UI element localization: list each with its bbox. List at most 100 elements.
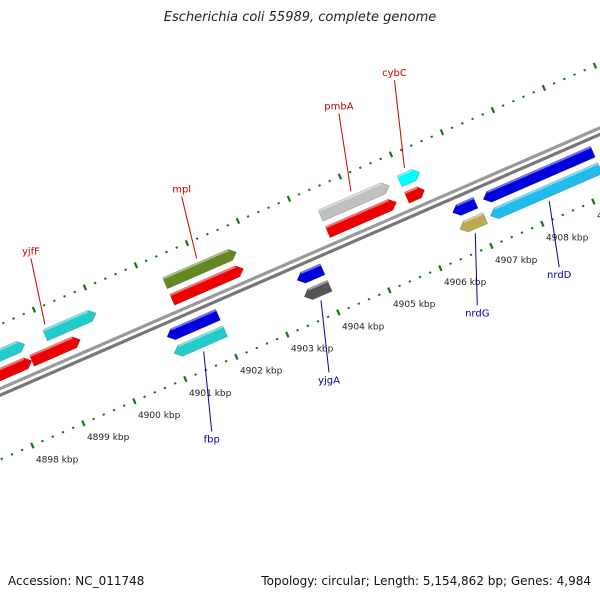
scale-tick [420, 139, 423, 143]
scale-tick [408, 280, 412, 283]
gene-block-mpl [169, 265, 244, 306]
gene-block-nrdG [452, 196, 479, 216]
scale-tick [358, 166, 362, 170]
backbone-layer [0, 126, 600, 398]
scale-tick [460, 122, 464, 125]
scale-tick [459, 257, 463, 261]
scale-label: 4909 kbp [597, 211, 600, 221]
scale-tick [255, 346, 259, 350]
scale-tick [92, 417, 95, 421]
gene-label-cybC: cybC [382, 68, 407, 79]
scale-tick [541, 84, 547, 92]
scale-tick [500, 240, 503, 243]
gene-leader-nrdG [474, 233, 478, 306]
scale-tick [256, 210, 260, 214]
gene-label-fbp: fbp [204, 434, 220, 445]
scale-tick [41, 439, 44, 443]
gene-block-cybC [403, 186, 425, 204]
scale-tick [234, 353, 239, 361]
scale-tick [387, 287, 392, 294]
backbone-line [0, 126, 600, 391]
scale-tick [51, 435, 55, 439]
scale-tick [42, 303, 46, 307]
scale-tick [71, 426, 75, 430]
scale-tick [154, 255, 158, 258]
scale-tick [388, 151, 394, 158]
scale-tick [216, 228, 219, 232]
scale-tick [124, 268, 128, 272]
scale-tick [20, 448, 24, 452]
map-title: Escherichia coli 55989, complete genome [163, 10, 437, 25]
scale-tick [195, 237, 199, 241]
scale-tick [520, 231, 524, 235]
scale-tick [336, 309, 341, 316]
scale-tick [369, 161, 372, 165]
scale-tick [63, 294, 66, 298]
scale-tick [286, 195, 292, 202]
gene-block-fbp [166, 308, 221, 341]
gene-leader-fbp [203, 351, 213, 432]
feature-block-highlight [0, 341, 18, 351]
gene-block-yjgA-highlight [300, 263, 321, 274]
scale-label: 4904 kbp [342, 322, 385, 332]
scale-tick [103, 277, 107, 280]
scale-tick [183, 375, 188, 383]
scale-tick [245, 351, 248, 354]
scale-tick [10, 453, 14, 456]
scale-tick [132, 397, 137, 405]
scale-tick [224, 359, 228, 363]
scale-tick [297, 192, 301, 196]
scale-tick [399, 148, 403, 152]
scale-label: 4900 kbp [138, 411, 181, 421]
scale-tick [153, 390, 157, 394]
gene-layer [0, 145, 596, 382]
gene-block-pmbA-highlight [325, 199, 389, 229]
scale-tick [277, 201, 281, 205]
scale-label: 4903 kbp [291, 344, 334, 354]
scale-tick [532, 90, 536, 94]
feature-block [0, 340, 26, 362]
scale-tick [30, 442, 35, 449]
scale-tick [122, 404, 126, 407]
gene-block-mpl-highlight [169, 265, 236, 297]
scale-tick [347, 306, 350, 310]
scale-tick [226, 224, 230, 227]
scale-tick [511, 99, 515, 103]
scale-tick [561, 213, 565, 217]
feature-block [490, 162, 600, 220]
scale-tick [591, 198, 596, 205]
gene-leader-yjgA [320, 300, 330, 373]
feature-block-highlight [307, 280, 329, 291]
gene-leader-cybC [393, 80, 405, 169]
gene-block-pmbA [324, 198, 397, 238]
scale-tick [377, 293, 381, 297]
feature-block-highlight [42, 310, 89, 332]
feature-block-highlight [318, 182, 382, 212]
scale-layer: 4898 kbp 4899 kbp 4900 kbp 4901 kbp 4902 kbp… [0, 62, 600, 465]
gene-block-fbp-highlight [170, 309, 217, 331]
feature-block [42, 309, 97, 342]
label-layer: ytfTyjfFmplpmbAcybCfbpyjgAnrdGnrdD [22, 68, 572, 445]
scale-tick [306, 324, 310, 328]
gene-block-nrdG-highlight [456, 197, 474, 207]
scale-tick [449, 262, 452, 266]
scale-tick [471, 117, 474, 121]
scale-tick [205, 232, 209, 236]
scale-tick [469, 253, 473, 257]
scale-tick [163, 386, 167, 390]
genome-summary-text: Topology: circular; Length: 5,154,862 bp… [261, 574, 591, 588]
feature-block-highlight [494, 162, 599, 210]
scale-tick [267, 206, 270, 209]
gene-label-yjfF: yjfF [22, 246, 40, 257]
scale-tick [562, 77, 566, 81]
gene-block-yjfF-highlight [29, 336, 73, 358]
gene-leader-yjfF [30, 258, 46, 325]
scale-tick [438, 264, 443, 272]
gene-leader-pmbA [338, 113, 352, 192]
scale-label: 4902 kbp [240, 367, 283, 377]
feature-block-highlight [162, 249, 229, 280]
scale-tick [357, 302, 361, 305]
gene-block-yjgA [296, 263, 326, 284]
scale-tick [581, 204, 585, 208]
